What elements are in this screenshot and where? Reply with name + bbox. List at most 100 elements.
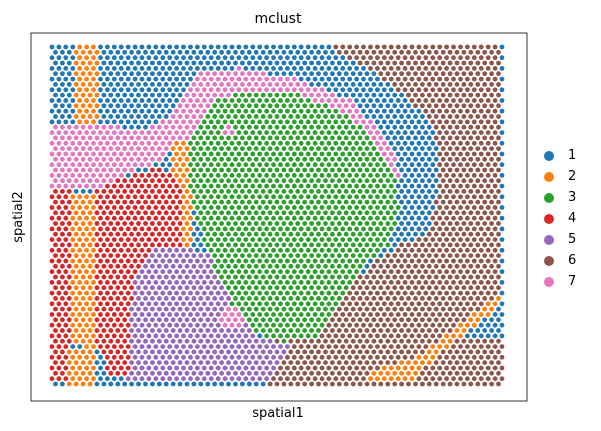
spot-point: [451, 376, 456, 382]
spot-point: [447, 263, 453, 269]
spot-point: [285, 312, 290, 317]
spot-point: [496, 285, 501, 291]
spot-point: [440, 381, 446, 387]
spot-point: [350, 242, 356, 248]
spot-point: [295, 71, 301, 77]
spot-point: [49, 130, 55, 136]
spot-point: [458, 76, 463, 82]
spot-point: [461, 306, 467, 312]
spot-point: [143, 49, 148, 55]
spot-point: [132, 205, 138, 210]
spot-point: [226, 274, 231, 280]
spot-point: [444, 162, 449, 168]
spot-point: [461, 349, 467, 355]
spot-point: [433, 49, 439, 55]
spot-point: [115, 199, 121, 205]
spot-point: [91, 194, 96, 200]
spot-point: [288, 199, 294, 205]
spot-point: [101, 338, 107, 344]
spot-point: [392, 285, 398, 291]
spot-point: [489, 338, 494, 344]
spot-point: [388, 354, 394, 360]
spot-point: [125, 237, 131, 243]
spot-point: [156, 135, 162, 141]
spot-point: [222, 301, 228, 307]
spot-point: [66, 71, 72, 77]
spot-point: [115, 82, 121, 87]
spot-point: [129, 381, 135, 387]
spot-point: [409, 108, 415, 114]
spot-point: [454, 306, 460, 312]
spot-point: [181, 183, 186, 189]
spot-point: [253, 178, 259, 184]
spot-point: [91, 55, 96, 61]
spot-point: [240, 114, 245, 119]
spot-point: [198, 381, 204, 387]
spot-point: [84, 183, 89, 189]
spot-point: [323, 381, 328, 387]
spot-point: [170, 82, 176, 87]
spot-point: [302, 317, 308, 323]
spot-point: [80, 49, 86, 55]
spot-point: [243, 162, 249, 168]
spot-point: [160, 354, 166, 360]
spot-point: [323, 135, 328, 141]
spot-point: [229, 344, 235, 349]
spot-point: [423, 322, 429, 328]
spot-point: [91, 354, 96, 360]
spot-point: [433, 82, 439, 87]
spot-point: [184, 338, 190, 344]
spot-point: [319, 237, 325, 243]
spot-point: [80, 114, 86, 119]
spot-point: [163, 178, 169, 184]
spot-point: [101, 296, 107, 301]
spot-point: [150, 92, 155, 98]
spot-point: [94, 156, 100, 162]
spot-point: [91, 215, 96, 221]
spot-point: [447, 167, 453, 173]
spot-point: [399, 274, 404, 280]
spot-point: [364, 82, 370, 87]
spot-point: [250, 130, 256, 136]
spot-point: [461, 189, 467, 194]
spot-point: [139, 183, 145, 189]
spot-point: [115, 306, 121, 312]
spot-point: [101, 231, 107, 237]
spot-point: [409, 87, 415, 93]
spot-point: [219, 349, 225, 355]
spot-point: [368, 205, 373, 210]
spot-point: [250, 151, 256, 157]
spot-point: [478, 333, 484, 339]
spot-point: [274, 103, 280, 109]
spot-point: [233, 71, 238, 77]
spot-point: [233, 285, 238, 291]
spot-point: [496, 71, 501, 77]
spot-point: [222, 237, 228, 243]
spot-point: [333, 194, 339, 200]
spot-point: [357, 135, 363, 141]
spot-point: [191, 296, 197, 301]
spot-point: [440, 210, 446, 216]
spot-point: [312, 247, 318, 253]
spot-point: [395, 130, 401, 136]
spot-point: [229, 258, 235, 264]
spot-point: [433, 231, 439, 237]
spot-point: [285, 108, 290, 114]
spot-point: [316, 349, 321, 355]
spot-point: [233, 178, 238, 184]
spot-point: [246, 146, 252, 152]
spot-point: [222, 44, 228, 50]
spot-point: [482, 92, 488, 98]
spot-point: [316, 274, 321, 280]
spot-point: [236, 269, 242, 275]
spot-point: [156, 360, 162, 365]
spot-point: [350, 167, 356, 173]
spot-point: [278, 205, 283, 210]
spot-point: [250, 344, 256, 349]
spot-point: [66, 306, 72, 312]
spot-point: [492, 354, 498, 360]
spot-point: [381, 290, 387, 296]
spot-point: [420, 156, 425, 162]
spot-point: [357, 349, 363, 355]
spot-point: [420, 82, 425, 87]
